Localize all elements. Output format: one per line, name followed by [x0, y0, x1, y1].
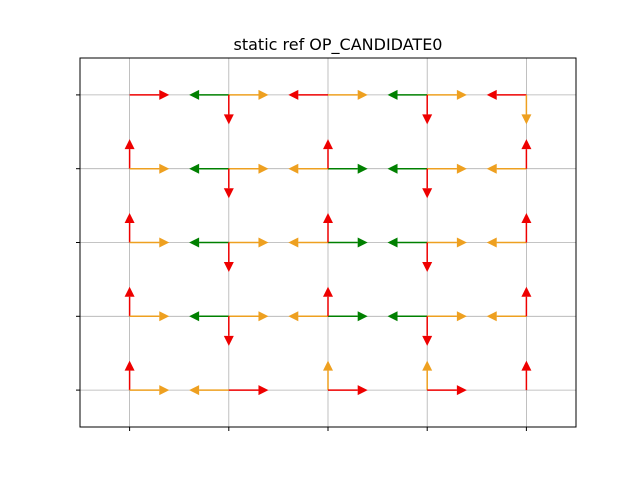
axes-frame [79, 57, 577, 428]
arrow-right-1-4 [228, 89, 269, 100]
arrow-up-2-3 [323, 139, 333, 169]
arrow-left-3-2 [387, 237, 428, 248]
chart-title: static ref OP_CANDIDATE0 [234, 35, 443, 55]
arrow-right-3-2 [427, 237, 467, 248]
arrow-left-1-1 [189, 311, 229, 322]
arrow-down-1-2 [223, 242, 234, 273]
arrow-up-0-1 [124, 286, 135, 317]
arrow-up-0-2 [124, 212, 135, 243]
arrow-up-4-0 [521, 360, 532, 391]
arrow-left-2-1 [288, 311, 328, 322]
arrow-right-0-3 [129, 163, 170, 174]
arrow-down-3-1 [422, 316, 433, 346]
arrow-right-1-1 [228, 311, 269, 322]
arrow-right-0-0 [129, 385, 170, 396]
arrow-left-2-4 [288, 89, 328, 100]
arrow-up-0-3 [124, 139, 135, 169]
arrow-right-2-3 [328, 163, 368, 174]
axis-ticks [76, 94, 527, 431]
arrow-right-0-4 [129, 89, 170, 100]
arrow-up-0-0 [124, 360, 135, 391]
arrow-down-3-3 [422, 168, 433, 199]
arrow-right-2-2 [328, 237, 368, 248]
arrow-left-4-2 [486, 237, 527, 248]
arrow-right-3-1 [427, 311, 467, 322]
arrow-down-3-2 [422, 242, 433, 273]
arrow-left-4-4 [486, 89, 527, 100]
arrow-up-2-2 [323, 212, 333, 243]
arrow-up-2-1 [323, 286, 333, 317]
arrow-left-4-1 [486, 311, 527, 322]
arrow-right-2-4 [328, 89, 368, 100]
arrow-left-1-4 [189, 89, 229, 100]
arrow-right-2-0 [328, 385, 368, 396]
arrow-up-4-3 [521, 139, 532, 169]
arrow-down-1-3 [223, 168, 234, 199]
arrow-right-1-0 [228, 385, 269, 396]
arrow-right-0-1 [129, 311, 170, 322]
arrow-left-1-2 [189, 237, 229, 248]
arrow-left-1-0 [189, 385, 229, 396]
arrow-right-0-2 [129, 237, 170, 248]
arrows [124, 89, 532, 396]
arrow-left-4-3 [486, 163, 527, 174]
arrow-right-3-0 [427, 385, 467, 396]
arrow-up-3-0 [422, 360, 433, 391]
arrow-left-1-3 [189, 163, 229, 174]
arrow-up-2-0 [323, 360, 333, 391]
arrow-down-4-4 [521, 94, 532, 125]
arrow-right-1-2 [228, 237, 269, 248]
arrow-right-3-4 [427, 89, 467, 100]
arrow-up-4-1 [521, 286, 532, 317]
arrow-left-3-1 [387, 311, 428, 322]
arrow-right-1-3 [228, 163, 269, 174]
arrow-down-1-4 [223, 94, 234, 125]
arrow-left-3-3 [387, 163, 428, 174]
arrow-down-1-1 [223, 316, 234, 346]
arrow-right-2-1 [328, 311, 368, 322]
arrow-up-4-2 [521, 212, 532, 243]
arrow-left-2-2 [288, 237, 328, 248]
arrow-down-3-4 [422, 94, 433, 125]
arrow-left-3-4 [387, 89, 428, 100]
arrow-right-3-3 [427, 163, 467, 174]
arrow-left-2-3 [288, 163, 328, 174]
